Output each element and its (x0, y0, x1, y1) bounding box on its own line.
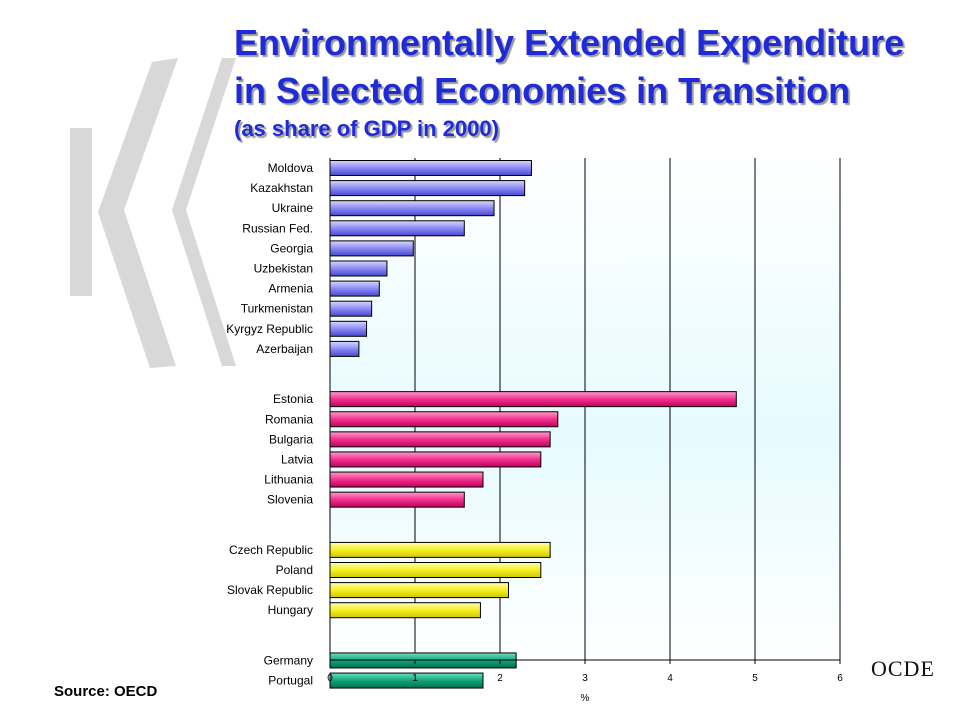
bar-georgia (329, 240, 414, 257)
bar-moldova (329, 160, 532, 176)
category-label: Kyrgyz Republic (226, 322, 313, 336)
logo-chevron-inner (172, 58, 236, 366)
bar-portugal (329, 672, 484, 689)
x-ticks: 0 1 2 3 4 5 6 (327, 660, 843, 684)
bar-lithuania (329, 471, 484, 488)
logo-chevron-outer (98, 58, 178, 368)
category-label: Ukraine (272, 201, 314, 215)
bar-kazakhstan (329, 180, 526, 197)
oecd-logo-mark (70, 58, 236, 368)
category-labels: Moldova Kazakhstan Ukraine Russian Fed. Geor… (226, 161, 313, 688)
bar-poland (329, 562, 542, 578)
category-label: Moldova (268, 161, 314, 175)
category-label: Slovenia (267, 493, 313, 507)
category-label: Russian Fed. (242, 221, 313, 235)
category-label: Germany (264, 653, 313, 667)
category-label: Turkmenistan (241, 302, 313, 316)
bar-bulgaria (329, 431, 551, 448)
category-label: Bulgaria (269, 432, 313, 446)
category-label: Georgia (270, 241, 313, 255)
bar-czech-republic (329, 541, 551, 558)
category-label: Estonia (273, 392, 313, 406)
category-label: Czech Republic (229, 543, 313, 557)
category-label: Poland (276, 563, 313, 577)
x-axis-label: % (581, 693, 590, 704)
category-label: Portugal (268, 674, 313, 688)
chart-title-line-1: Environmentally Extended Expenditure (234, 22, 905, 63)
category-label: Lithuania (264, 473, 313, 487)
category-label: Azerbaijan (256, 342, 313, 356)
bar-russian-fed (329, 220, 465, 237)
x-tick-label: 5 (752, 673, 758, 684)
bar-armenia (329, 280, 380, 297)
x-tick-label: 4 (667, 673, 673, 684)
category-label: Latvia (281, 452, 313, 466)
category-label: Uzbekistan (254, 262, 313, 276)
category-label: Romania (265, 412, 313, 426)
bar-latvia (329, 451, 542, 468)
chart-subtitle: (as share of GDP in 2000) (234, 116, 499, 141)
bar-uzbekistan (329, 260, 388, 277)
bar-azerbaijan (329, 340, 360, 357)
bar-slovenia (329, 491, 465, 508)
bar-slovak-republic (329, 582, 509, 599)
bar-ukraine (329, 200, 495, 217)
source-note: Source: OECD (54, 683, 158, 700)
x-tick-label: 3 (582, 673, 588, 684)
x-tick-label: 2 (497, 673, 503, 684)
x-tick-label: 0 (327, 673, 333, 684)
bar-romania (329, 411, 559, 428)
category-label: Hungary (268, 603, 313, 617)
category-label: Kazakhstan (250, 181, 313, 195)
brand-wordmark: OCDE (871, 656, 935, 681)
logo-bar (70, 128, 92, 296)
category-label: Slovak Republic (227, 583, 313, 597)
bar-estonia (329, 391, 737, 408)
x-tick-label: 6 (837, 673, 843, 684)
category-label: Armenia (268, 282, 313, 296)
bar-hungary (329, 602, 481, 619)
chart-title-line-2: in Selected Economies in Transition (234, 70, 851, 111)
bar-kyrgyz-republic (329, 320, 368, 337)
bar-turkmenistan (329, 300, 373, 317)
x-tick-label: 1 (412, 673, 418, 684)
